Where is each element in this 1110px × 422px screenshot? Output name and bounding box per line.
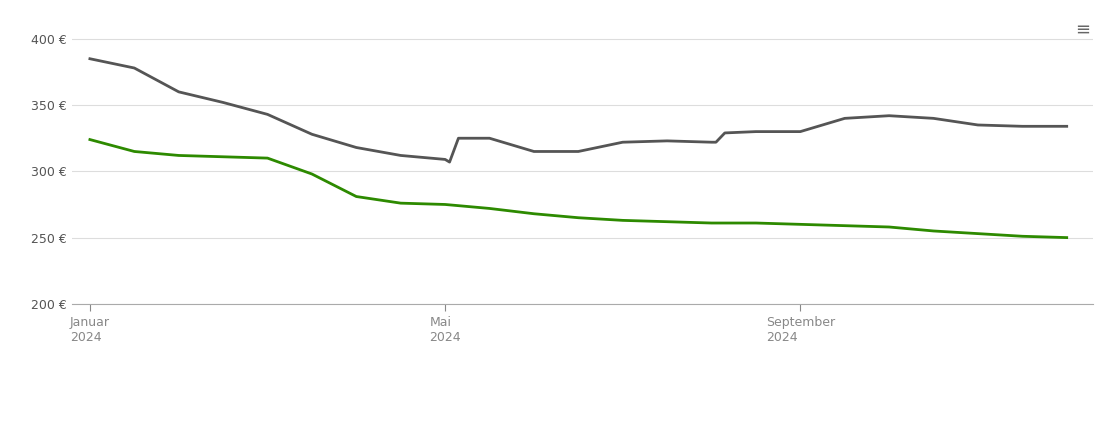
Text: ≡: ≡: [1074, 21, 1090, 39]
